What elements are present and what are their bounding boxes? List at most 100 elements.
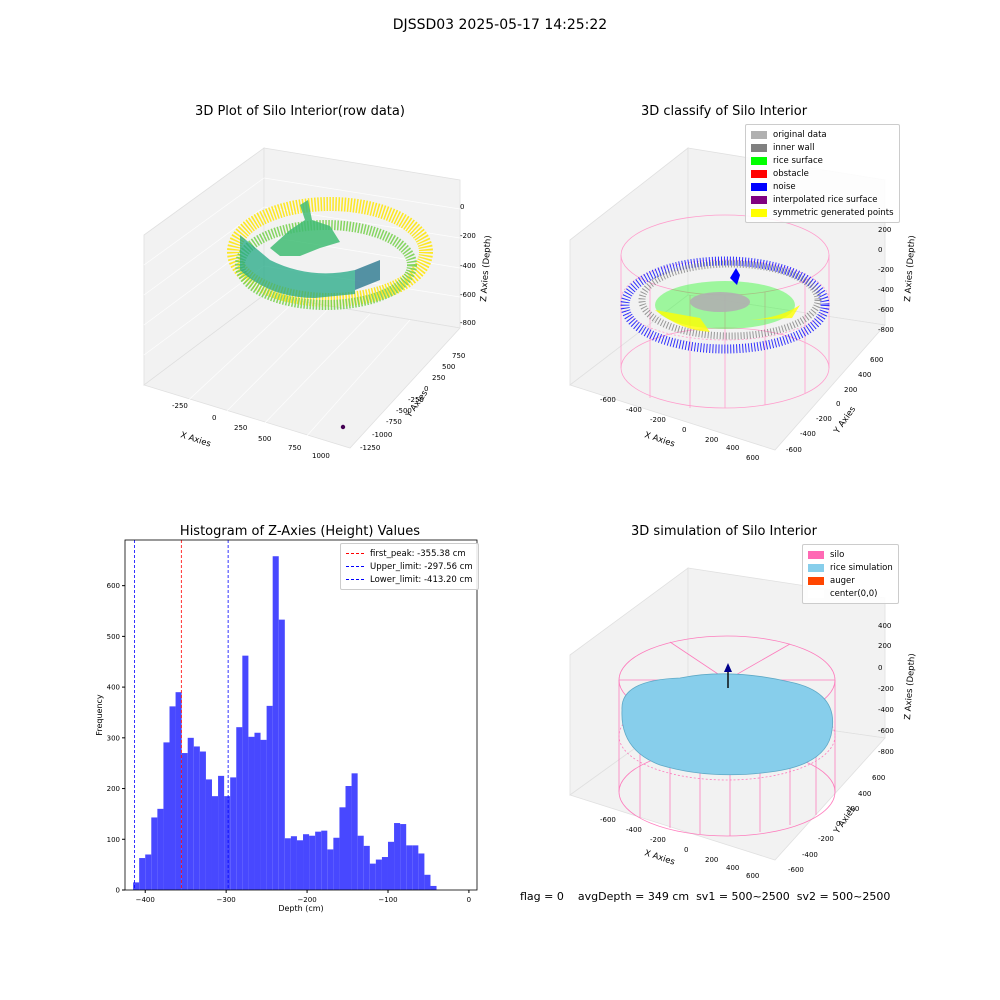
plot1-ytick: 750 <box>452 352 465 360</box>
histogram-bar <box>327 849 334 890</box>
histogram-bar <box>357 835 364 890</box>
plot4-rice-simulation <box>621 673 834 776</box>
plot2-ztick: 200 <box>878 226 891 234</box>
legend-swatch <box>751 143 767 152</box>
plot4-xtick: -600 <box>600 816 616 824</box>
histogram-bar <box>375 859 382 890</box>
plot4-xtick: 200 <box>705 856 718 864</box>
histogram-bar <box>151 817 158 890</box>
status-sv1: sv1 = 500~2500 <box>696 890 790 903</box>
plot2-ytick: 400 <box>858 371 871 379</box>
plot1-xtick: -250 <box>172 402 188 410</box>
plot4-xtick: -400 <box>626 826 642 834</box>
plot1-ytick: 0 <box>424 385 428 393</box>
plot4-xtick: 400 <box>726 864 739 872</box>
legend-label: obstacle <box>773 168 809 179</box>
plot2-ylabel: Y Axies <box>832 404 859 436</box>
histogram-bar <box>333 837 340 890</box>
plot2-xlabel: X Axies <box>643 430 676 449</box>
plot2-ztick: -200 <box>878 266 894 274</box>
legend-item: noise <box>751 180 894 193</box>
histogram-bar <box>242 655 249 890</box>
legend-label: center(0,0) <box>830 588 878 599</box>
plot4-title: 3D simulation of Silo Interior <box>631 524 817 539</box>
histogram-bar <box>418 853 425 890</box>
plot2-xtick: -600 <box>600 396 616 404</box>
plot2-xtick: -400 <box>626 406 642 414</box>
plot1-ztick: 0 <box>460 203 464 211</box>
legend-swatch <box>751 169 767 178</box>
plot2-xtick: 400 <box>726 444 739 452</box>
histogram-bar <box>387 841 395 890</box>
status-avg-depth: avgDepth = 349 cm <box>577 890 690 903</box>
legend-item: inner wall <box>751 141 894 154</box>
histogram-bar <box>290 836 297 890</box>
histogram-bar <box>278 619 285 890</box>
plot4-ytick: -200 <box>818 835 834 843</box>
legend-swatch <box>751 182 767 191</box>
plot2-xtick: 600 <box>746 454 759 462</box>
plot4-xtick: 600 <box>746 872 759 880</box>
plot4-ytick: 200 <box>846 805 859 813</box>
histogram-bar <box>133 882 140 890</box>
legend-swatch <box>808 589 824 598</box>
legend-label: interpolated rice surface <box>773 194 878 205</box>
plot1-title: 3D Plot of Silo Interior(row data) <box>195 104 405 119</box>
histogram-xtick-label: −300 <box>217 896 236 904</box>
legend-label: symmetric generated points <box>773 207 894 218</box>
histogram-ylabel: Frequency <box>95 694 104 736</box>
histogram-chart: −400 −300 −200 −100 0 0 100 200 300 400 500 600 De… <box>95 539 478 913</box>
plot1-xtick: 1000 <box>312 452 330 460</box>
histogram-bar <box>224 796 231 890</box>
histogram-xtick-label: −100 <box>378 896 397 904</box>
legend-label: inner wall <box>773 142 815 153</box>
plot1-xtick: 250 <box>234 424 247 432</box>
histogram-bar <box>139 858 146 890</box>
legend-item: original data <box>751 128 894 141</box>
histogram-bar <box>394 823 401 890</box>
plot2-xtick: 0 <box>682 426 686 434</box>
histogram-bar <box>315 831 322 890</box>
status-line: flag = 0 avgDepth = 349 cm sv1 = 500~250… <box>520 890 890 903</box>
histogram-bar <box>351 773 358 890</box>
legend-label: Lower_limit: -413.20 cm <box>370 574 473 585</box>
histogram-bar <box>175 692 182 890</box>
plot2-xtick: 200 <box>705 436 718 444</box>
plot4-ytick: 400 <box>858 790 871 798</box>
histogram-bar <box>199 751 206 890</box>
histogram-bar <box>381 857 388 890</box>
plot2-ytick: -400 <box>800 430 816 438</box>
plot2-ytick: -200 <box>816 415 832 423</box>
histogram-bar <box>248 736 255 890</box>
legend-line <box>346 579 364 580</box>
figure-title: DJSSD03 2025-05-17 14:25:22 <box>392 17 608 33</box>
plot4-zlabel: Z Axies (Depth) <box>903 653 918 720</box>
histogram-bar <box>236 727 243 890</box>
histogram-bar <box>205 779 212 890</box>
histogram-bar <box>430 885 437 890</box>
legend-label: rice surface <box>773 155 823 166</box>
legend-item: silo <box>808 548 893 561</box>
legend-label: auger <box>830 575 855 586</box>
histogram-bar <box>193 746 200 890</box>
legend-label: first_peak: -355.38 cm <box>370 548 466 559</box>
histogram-bar <box>157 808 164 890</box>
histogram-xtick-label: 0 <box>467 896 471 904</box>
legend-item: auger <box>808 574 893 587</box>
plot4-ztick: -200 <box>878 685 894 693</box>
histogram-xtick-label: −200 <box>297 896 316 904</box>
legend-label: original data <box>773 129 827 140</box>
plot4-ztick: 400 <box>878 622 891 630</box>
histogram-bar <box>412 845 419 890</box>
plot1-ytick: 500 <box>442 363 455 371</box>
plot1-xtick: 0 <box>212 414 216 422</box>
plot1-outlier-point <box>340 424 346 430</box>
histogram-ytick-label: 300 <box>107 734 120 742</box>
plot4-center-marker <box>724 663 732 672</box>
legend-label: noise <box>773 181 796 192</box>
plot2-ztick: -400 <box>878 286 894 294</box>
plot4-xtick: 0 <box>684 846 688 854</box>
plot2-ztick: -600 <box>878 306 894 314</box>
plot1-ztick: -200 <box>460 232 476 240</box>
histogram-bar <box>187 737 194 890</box>
